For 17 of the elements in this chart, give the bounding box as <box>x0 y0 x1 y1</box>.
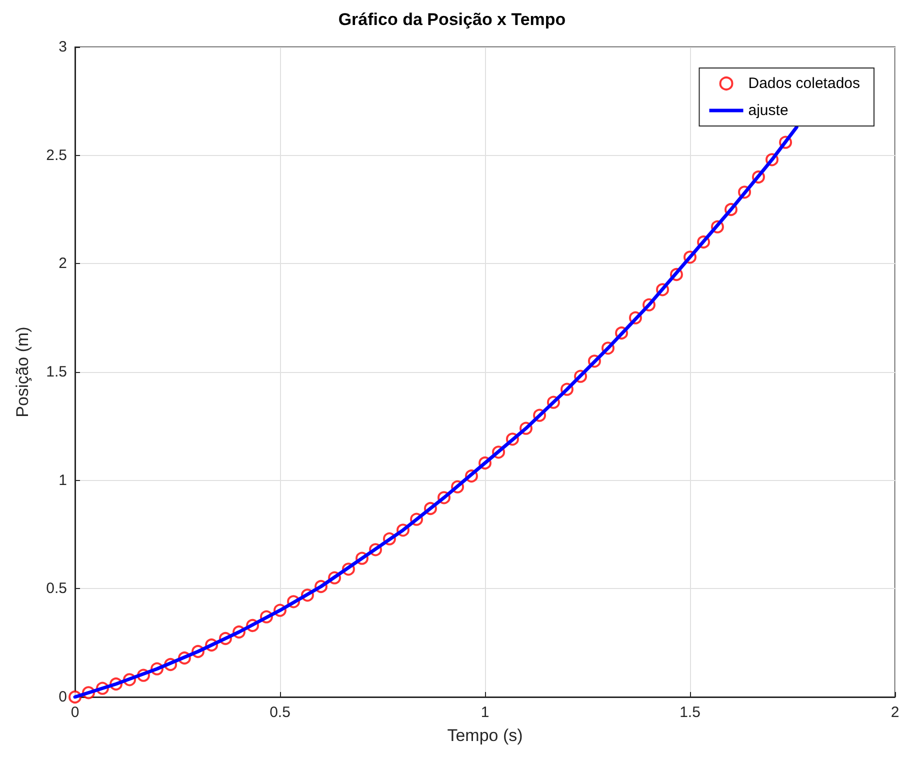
y-tick-label: 1.5 <box>46 364 67 380</box>
x-tick-label: 1.5 <box>680 704 700 721</box>
y-tick-label: 1 <box>58 472 67 489</box>
legend-label: Dados coletados <box>748 75 860 92</box>
x-tick-label: 1 <box>480 704 490 721</box>
x-tick-label: 0 <box>70 704 80 721</box>
y-axis-title: Posição (m) <box>13 326 32 418</box>
x-tick-label: 2 <box>890 704 900 721</box>
chart-title: Gráfico da Posição x Tempo <box>338 10 566 29</box>
legend-label: ajuste <box>748 102 788 119</box>
x-axis-title: Tempo (s) <box>447 726 523 745</box>
x-tick-label: 0.5 <box>270 704 290 721</box>
y-tick-label: 2.5 <box>46 146 67 164</box>
y-tick-label: 2 <box>58 255 67 272</box>
y-tick-label: 0 <box>58 688 67 706</box>
y-tick-label: 0.5 <box>46 580 67 598</box>
y-tick-label: 3 <box>58 38 67 56</box>
